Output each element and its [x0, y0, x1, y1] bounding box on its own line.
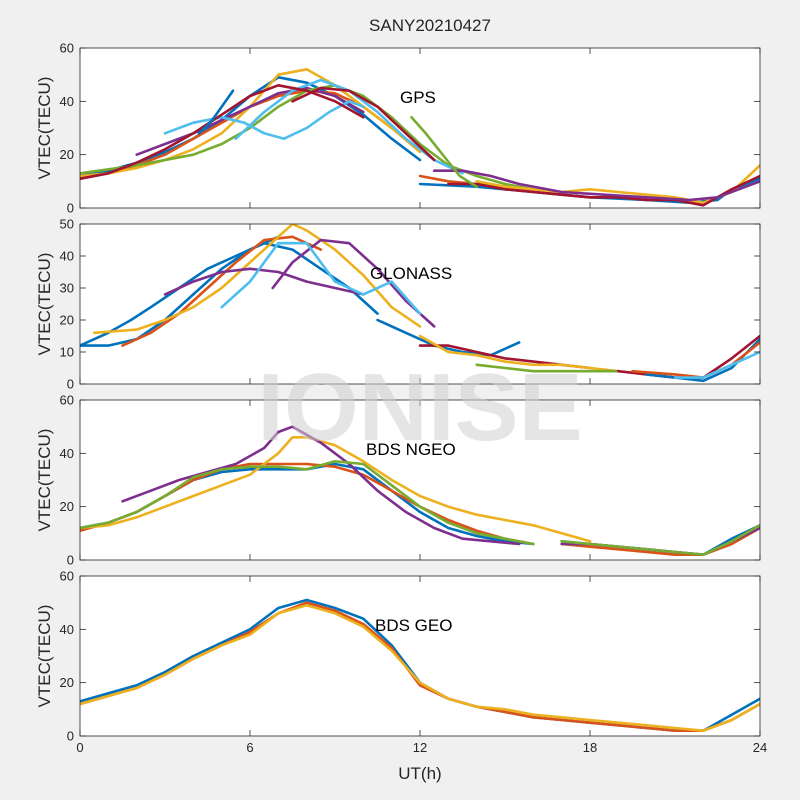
y-tick-label: 20	[60, 675, 74, 690]
plot-area	[80, 224, 760, 384]
series-line	[121, 235, 323, 347]
y-tick-label: 60	[60, 569, 74, 584]
x-tick-label: 24	[753, 740, 767, 755]
y-tick-label: 10	[60, 345, 74, 360]
chart-panel: 0 20 40 60 VTEC(TECU) GPS	[35, 41, 761, 216]
series-group	[80, 598, 760, 733]
series-line	[271, 238, 436, 328]
chart-panel: 0 10 20 30 40 50 VTEC(TECU) GLONASS	[35, 217, 761, 392]
series-line	[291, 86, 436, 162]
y-axis-label: VTEC(TECU)	[35, 429, 54, 532]
series-line	[432, 169, 760, 202]
series-line	[80, 241, 379, 347]
chart-panel: 0 20 40 60 VTEC(TECU) BDS NGEO	[35, 393, 761, 568]
y-tick-label: 0	[67, 377, 74, 392]
y-tick-label: 20	[60, 499, 74, 514]
y-tick-label: 0	[67, 201, 74, 216]
chart-panel: 0 6 12 18 24 0 20 40 60 VTEC(TECU) BDS GEO	[35, 569, 767, 756]
series-line	[80, 603, 760, 733]
series-line	[80, 84, 365, 180]
series-line	[560, 523, 760, 557]
x-tick-label: 0	[76, 740, 83, 755]
series-line	[80, 235, 280, 347]
y-tick-label: 40	[60, 94, 74, 109]
y-tick-label: 60	[60, 41, 74, 56]
series-group	[80, 224, 760, 383]
y-tick-label: 60	[60, 393, 74, 408]
x-axis-label: UT(h)	[398, 764, 441, 783]
series-line	[92, 224, 422, 335]
figure-title: SANY20210427	[369, 16, 491, 35]
series-line	[446, 174, 760, 207]
series-line	[410, 116, 479, 188]
y-tick-label: 40	[60, 622, 74, 637]
x-tick-label: 18	[583, 740, 597, 755]
y-tick-label: 40	[60, 249, 74, 264]
y-tick-label: 20	[60, 313, 74, 328]
series-line	[135, 86, 365, 156]
y-tick-label: 0	[67, 729, 74, 744]
series-group	[80, 425, 760, 557]
y-tick-label: 0	[67, 553, 74, 568]
series-line	[80, 459, 535, 546]
y-axis-label: VTEC(TECU)	[35, 605, 54, 708]
series-line	[220, 241, 422, 315]
y-tick-label: 50	[60, 217, 74, 232]
y-axis-label: VTEC(TECU)	[35, 253, 54, 356]
panel-annotation: BDS GEO	[375, 616, 452, 635]
y-tick-label: 20	[60, 147, 74, 162]
series-line	[560, 526, 760, 557]
series-line	[376, 318, 521, 357]
x-tick-label: 12	[413, 740, 427, 755]
y-axis-label: VTEC(TECU)	[35, 77, 54, 180]
plot-area	[80, 576, 760, 736]
panel-annotation: BDS NGEO	[366, 440, 456, 459]
watermark-text: IONISE	[257, 354, 582, 461]
y-tick-label: 40	[60, 446, 74, 461]
series-line	[197, 89, 235, 135]
panel-annotation: GLONASS	[370, 264, 452, 283]
series-line	[475, 363, 620, 373]
y-tick-label: 30	[60, 281, 74, 296]
series-line	[418, 334, 620, 373]
panel-annotation: GPS	[400, 88, 436, 107]
series-line	[673, 350, 760, 379]
series-line	[163, 100, 365, 140]
series-line	[163, 267, 365, 296]
series-group	[80, 68, 760, 207]
x-tick-label: 6	[246, 740, 253, 755]
